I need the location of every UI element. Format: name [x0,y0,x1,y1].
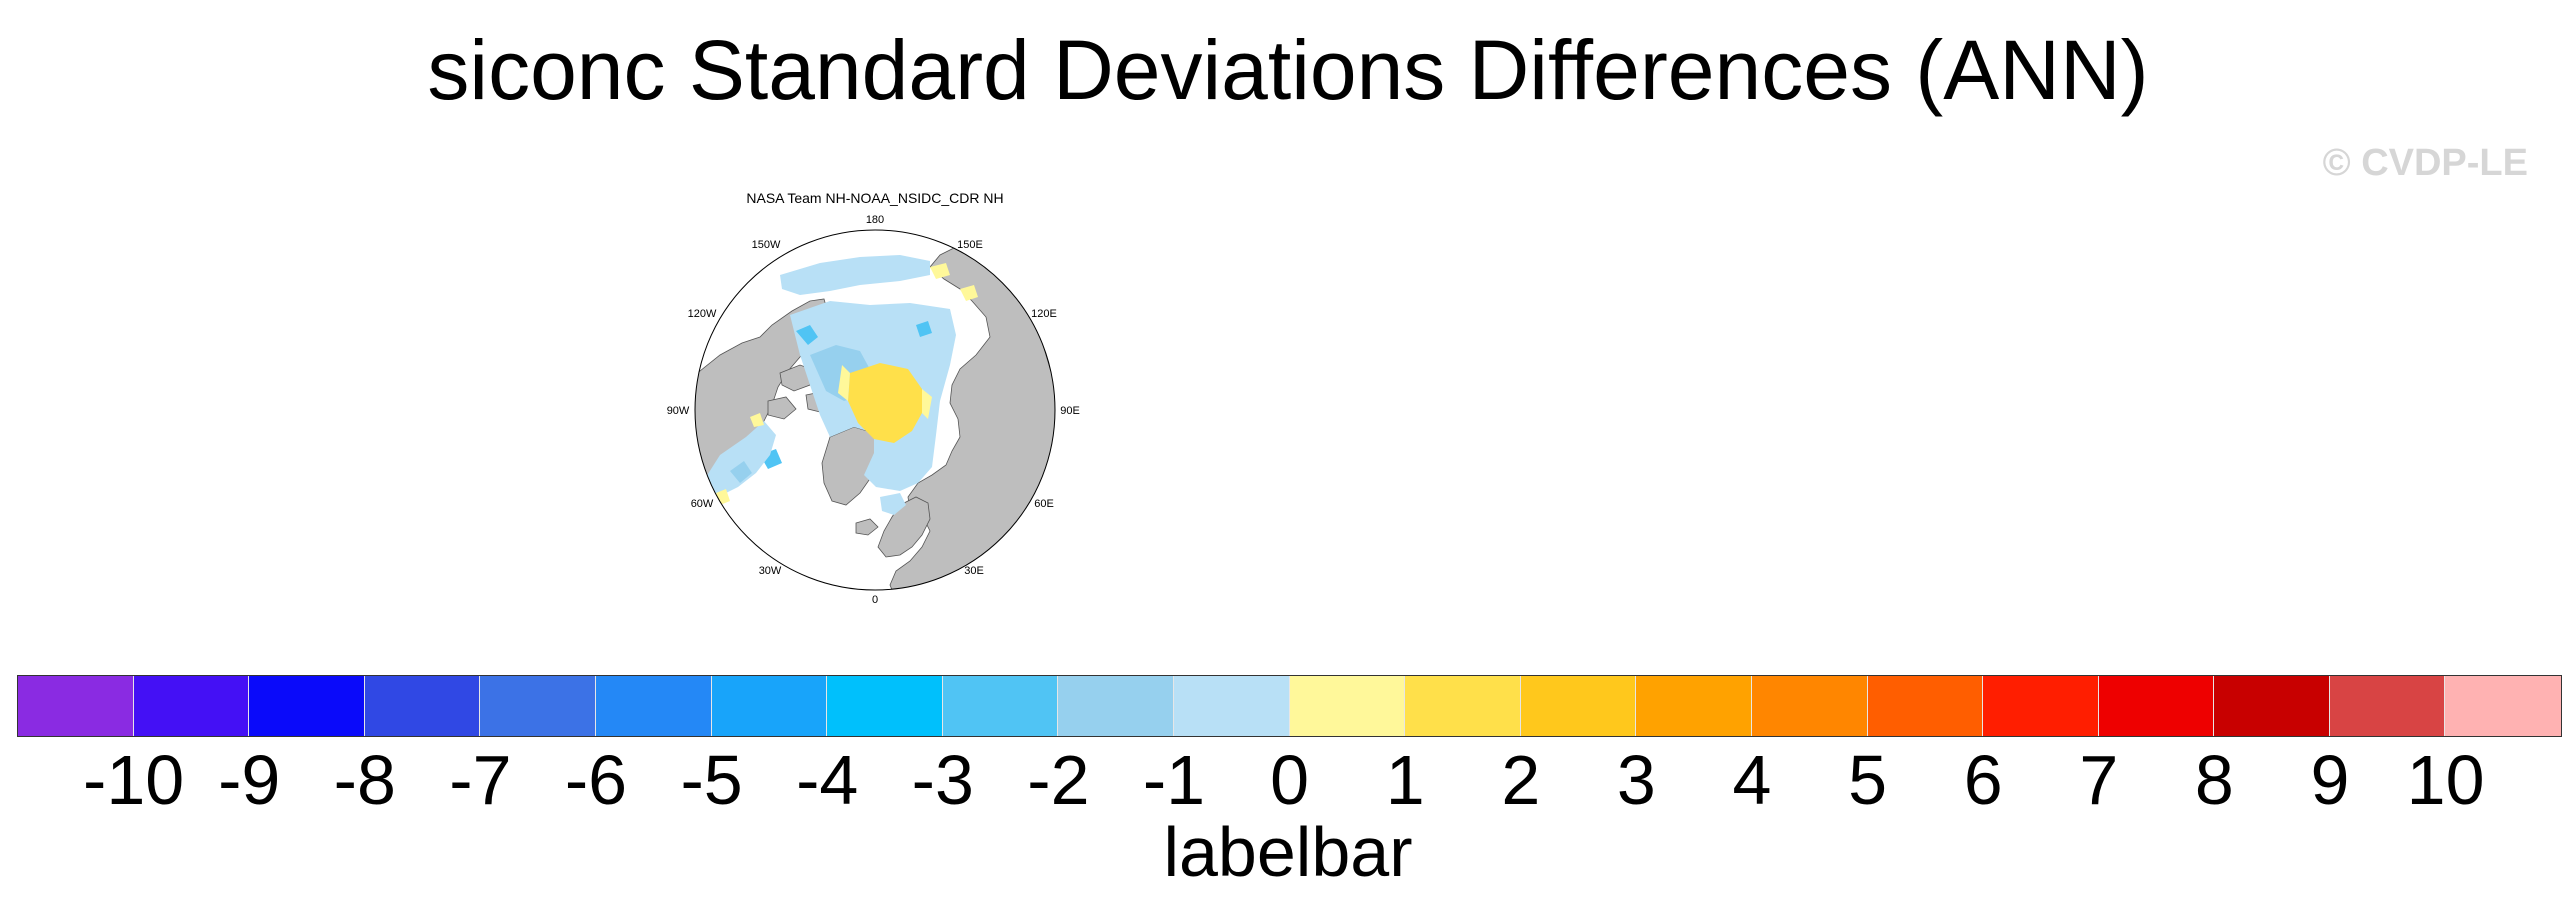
labelbar-tick: -10 [83,741,185,819]
lon-label-150e: 150E [957,239,983,251]
labelbar-swatch [595,676,712,736]
labelbar-swatch [2445,676,2562,736]
lon-label-90w: 90W [667,405,690,417]
labelbar-swatch [711,676,828,736]
panel-title: NASA Team NH-NOAA_NSIDC_CDR NH [746,190,1004,206]
labelbar-swatch [1173,676,1290,736]
labelbar-tick: 7 [2079,741,2119,819]
labelbar-tick: -6 [564,741,628,819]
labelbar-swatch [1867,676,1984,736]
labelbar-swatch [1751,676,1868,736]
seaice-negative-anomaly [706,255,956,515]
labelbar-tick: 0 [1270,741,1310,819]
labelbar-tick: 3 [1616,741,1656,819]
labelbar-tick: -2 [1027,741,1090,819]
labelbar-swatch [2214,676,2330,736]
watermark: © CVDP-LE [2322,142,2528,184]
labelbar-tick: 1 [1385,741,1425,819]
labelbar-swatch [1983,676,2099,736]
labelbar-swatch [2098,676,2215,736]
labelbar-swatch [1405,676,1521,736]
lon-label-90e: 90E [1060,405,1080,417]
labelbar-tick: 5 [1848,741,1888,819]
labelbar-swatch [942,676,1059,736]
map-boundary [694,229,1056,591]
figure-title: siconc Standard Deviations Differences (… [427,23,2149,117]
labelbar-tick: 9 [2310,741,2350,819]
labelbar-swatch [2329,676,2446,736]
labelbar-tick: -1 [1142,741,1206,819]
labelbar [16,675,2563,737]
labelbar-tick: -8 [333,741,396,819]
labelbar-label: labelbar [1163,813,1413,891]
land-scandinavia [877,496,931,558]
labelbar-swatch [1058,676,1174,736]
labelbar-tick: 10 [2406,741,2485,819]
labelbar-swatch [364,676,481,736]
labelbar-swatch [480,676,596,736]
labelbar-tick: -3 [911,741,974,819]
lon-label-30w: 30W [759,565,782,577]
labelbar-swatch [827,676,943,736]
lon-label-180: 180 [866,214,884,226]
labelbar-tick: 8 [2194,741,2234,819]
lon-label-60w: 60W [691,498,714,510]
labelbar-tick: -5 [680,741,743,819]
labelbar-swatch [133,676,250,736]
polar-map: 180 150E 120E 90E 60E 30E 0 30W 60W 90W … [667,214,1080,606]
labelbar-swatch [1636,676,1752,736]
labelbar-tick: 2 [1501,741,1541,819]
labelbar-tick: -7 [449,741,512,819]
lon-label-120w: 120W [688,308,717,320]
labelbar-swatch [18,676,134,736]
labelbar-tick: 6 [1963,741,2003,819]
labelbar-swatch [1289,676,1406,736]
lon-label-150w: 150W [752,239,781,251]
labelbar-swatch [249,676,365,736]
land-iceland [855,518,879,536]
labelbar-tick: -9 [218,741,281,819]
labelbar-swatch [1520,676,1637,736]
lon-label-120e: 120E [1031,308,1057,320]
lon-label-0: 0 [872,594,878,606]
labelbar-tick: 4 [1732,741,1772,819]
labelbar-tick: -4 [796,741,859,819]
lon-label-60e: 60E [1034,498,1054,510]
lon-label-30e: 30E [964,565,984,577]
